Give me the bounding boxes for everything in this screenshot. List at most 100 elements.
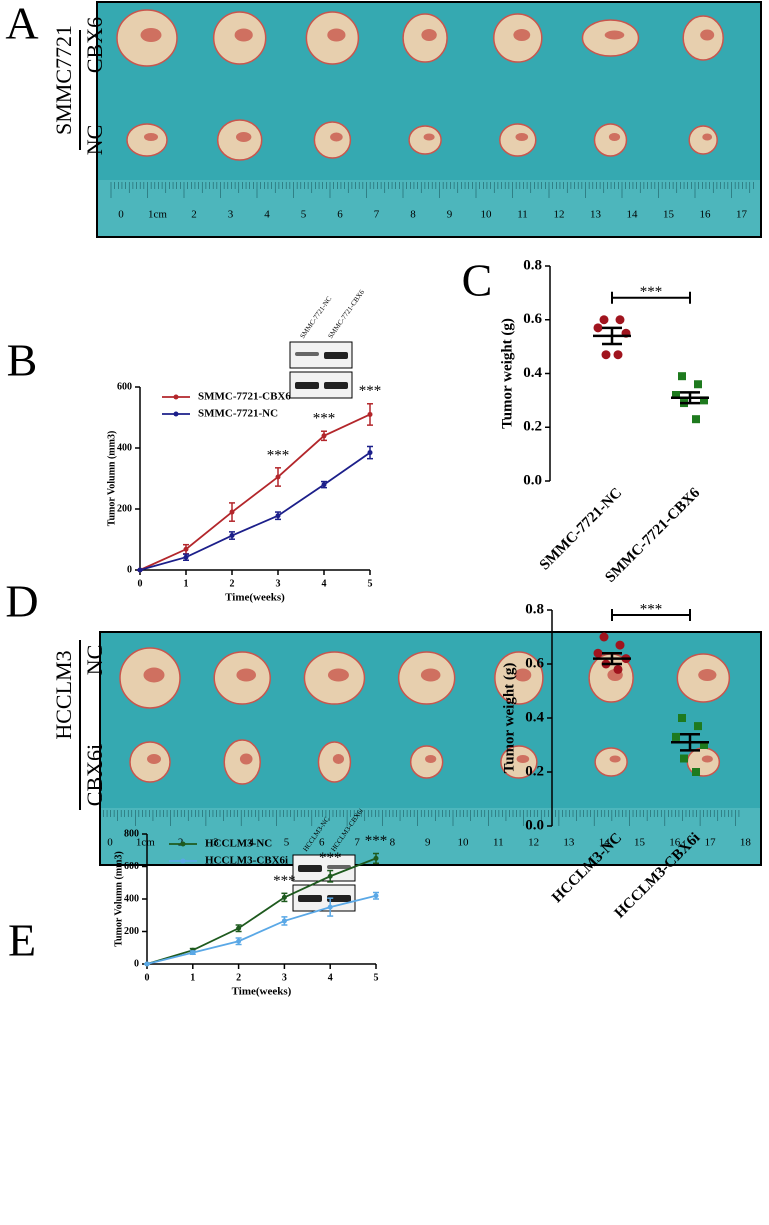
data-point bbox=[144, 961, 150, 967]
tumor-spot bbox=[327, 668, 349, 682]
data-point bbox=[321, 433, 327, 439]
y-tick-label: 0 bbox=[127, 564, 132, 575]
y-tick-label: 0.6 bbox=[525, 655, 544, 671]
data-point bbox=[236, 925, 242, 931]
blot-band bbox=[327, 865, 351, 869]
tumor-spot bbox=[515, 133, 529, 141]
data-point bbox=[321, 482, 327, 488]
data-point bbox=[593, 648, 603, 658]
blot-band bbox=[295, 352, 319, 356]
panel-label: D bbox=[5, 576, 38, 627]
ruler-label: 0 bbox=[107, 837, 113, 849]
tumor-spot bbox=[420, 668, 441, 682]
ruler-label: 10 bbox=[481, 209, 493, 221]
x-tick-label: 0 bbox=[138, 578, 143, 589]
y-tick-label: 400 bbox=[124, 893, 139, 904]
y-tick-label: 400 bbox=[117, 442, 132, 453]
data-point bbox=[183, 546, 189, 552]
ruler-label: 0 bbox=[118, 209, 124, 221]
tumor-spot bbox=[236, 668, 257, 682]
y-axis-label: Tumor Volumn (mm3) bbox=[106, 431, 117, 527]
ruler bbox=[101, 808, 760, 864]
ruler-label: 5 bbox=[284, 837, 290, 849]
y-axis-label: Tumor Volumn (mm3) bbox=[113, 851, 124, 947]
y-tick-label: 0 bbox=[134, 958, 139, 969]
ruler-label: 11 bbox=[493, 837, 504, 849]
data-point bbox=[615, 315, 625, 325]
group-label: CBX6 bbox=[82, 17, 107, 73]
ruler-label: 17 bbox=[736, 209, 748, 221]
panel-label: A bbox=[5, 0, 38, 49]
blot-band bbox=[324, 382, 348, 389]
significance: *** bbox=[273, 873, 296, 889]
data-point bbox=[599, 632, 609, 642]
tumor-spot bbox=[327, 28, 346, 42]
ruler-label: 3 bbox=[213, 837, 219, 849]
data-point bbox=[694, 722, 702, 731]
ruler-label: 8 bbox=[410, 209, 416, 221]
tumor bbox=[409, 745, 444, 779]
y-axis-label: Tumor weight (g) bbox=[499, 318, 515, 429]
tumor-spot bbox=[425, 755, 437, 763]
x-tick-label: 4 bbox=[328, 972, 333, 983]
data-point bbox=[190, 950, 196, 956]
ruler-label: 10 bbox=[458, 837, 470, 849]
legend-marker bbox=[180, 841, 186, 847]
tumor-spot bbox=[235, 132, 252, 142]
tumor-spot bbox=[144, 133, 158, 141]
y-axis-label: Tumor weight (g) bbox=[501, 663, 517, 774]
x-tick-label: 5 bbox=[374, 972, 379, 983]
y-tick-label: 600 bbox=[124, 861, 139, 872]
y-tick-label: 0.6 bbox=[523, 311, 542, 327]
y-tick-label: 0.4 bbox=[523, 365, 542, 381]
tumor-spot bbox=[702, 133, 713, 141]
blot-band bbox=[295, 382, 319, 389]
data-point bbox=[327, 904, 333, 910]
ruler-label: 2 bbox=[191, 209, 197, 221]
data-point bbox=[692, 415, 700, 424]
x-tick-label: 3 bbox=[282, 972, 287, 983]
x-tick-label: 0 bbox=[145, 972, 150, 983]
x-tick-label: 2 bbox=[236, 972, 241, 983]
blot-band bbox=[298, 865, 322, 872]
ruler-label: 14 bbox=[599, 837, 611, 849]
ruler-label: 1cm bbox=[136, 837, 155, 849]
data-point bbox=[615, 640, 625, 650]
significance: *** bbox=[640, 284, 663, 300]
significance: *** bbox=[267, 447, 290, 463]
data-point bbox=[367, 411, 373, 417]
y-tick-label: 0.0 bbox=[523, 472, 542, 488]
blot-band bbox=[327, 895, 351, 902]
ruler-label: 12 bbox=[554, 209, 565, 221]
ruler bbox=[98, 180, 760, 236]
ruler-label: 13 bbox=[563, 837, 575, 849]
legend-label: HCCLM3-CBX6i bbox=[205, 855, 288, 867]
ruler-label: 16 bbox=[669, 837, 681, 849]
data-point bbox=[700, 396, 708, 405]
panel-label: E bbox=[8, 915, 36, 966]
tumor-spot bbox=[239, 753, 253, 765]
x-tick-label: 2 bbox=[230, 578, 235, 589]
significance: *** bbox=[359, 383, 382, 399]
y-tick-label: 0.8 bbox=[525, 601, 544, 617]
data-point bbox=[672, 732, 680, 741]
data-point bbox=[672, 391, 680, 399]
data-point bbox=[613, 664, 623, 674]
ruler-label: 16 bbox=[700, 209, 712, 221]
tumor-spot bbox=[330, 132, 343, 142]
significance: *** bbox=[313, 411, 336, 427]
tumor-spot bbox=[332, 754, 345, 764]
tumor-spot bbox=[423, 133, 435, 141]
ruler-label: 3 bbox=[228, 209, 234, 221]
ruler-label: 12 bbox=[528, 837, 539, 849]
tumor-spot bbox=[421, 29, 437, 41]
x-tick-label: 3 bbox=[276, 578, 281, 589]
legend-marker bbox=[173, 411, 179, 417]
ruler-label: 15 bbox=[634, 837, 646, 849]
ruler-label: 9 bbox=[447, 209, 453, 221]
ruler-label: 9 bbox=[425, 837, 431, 849]
ruler-label: 8 bbox=[390, 837, 396, 849]
data-point bbox=[373, 893, 379, 899]
data-point bbox=[137, 567, 143, 573]
